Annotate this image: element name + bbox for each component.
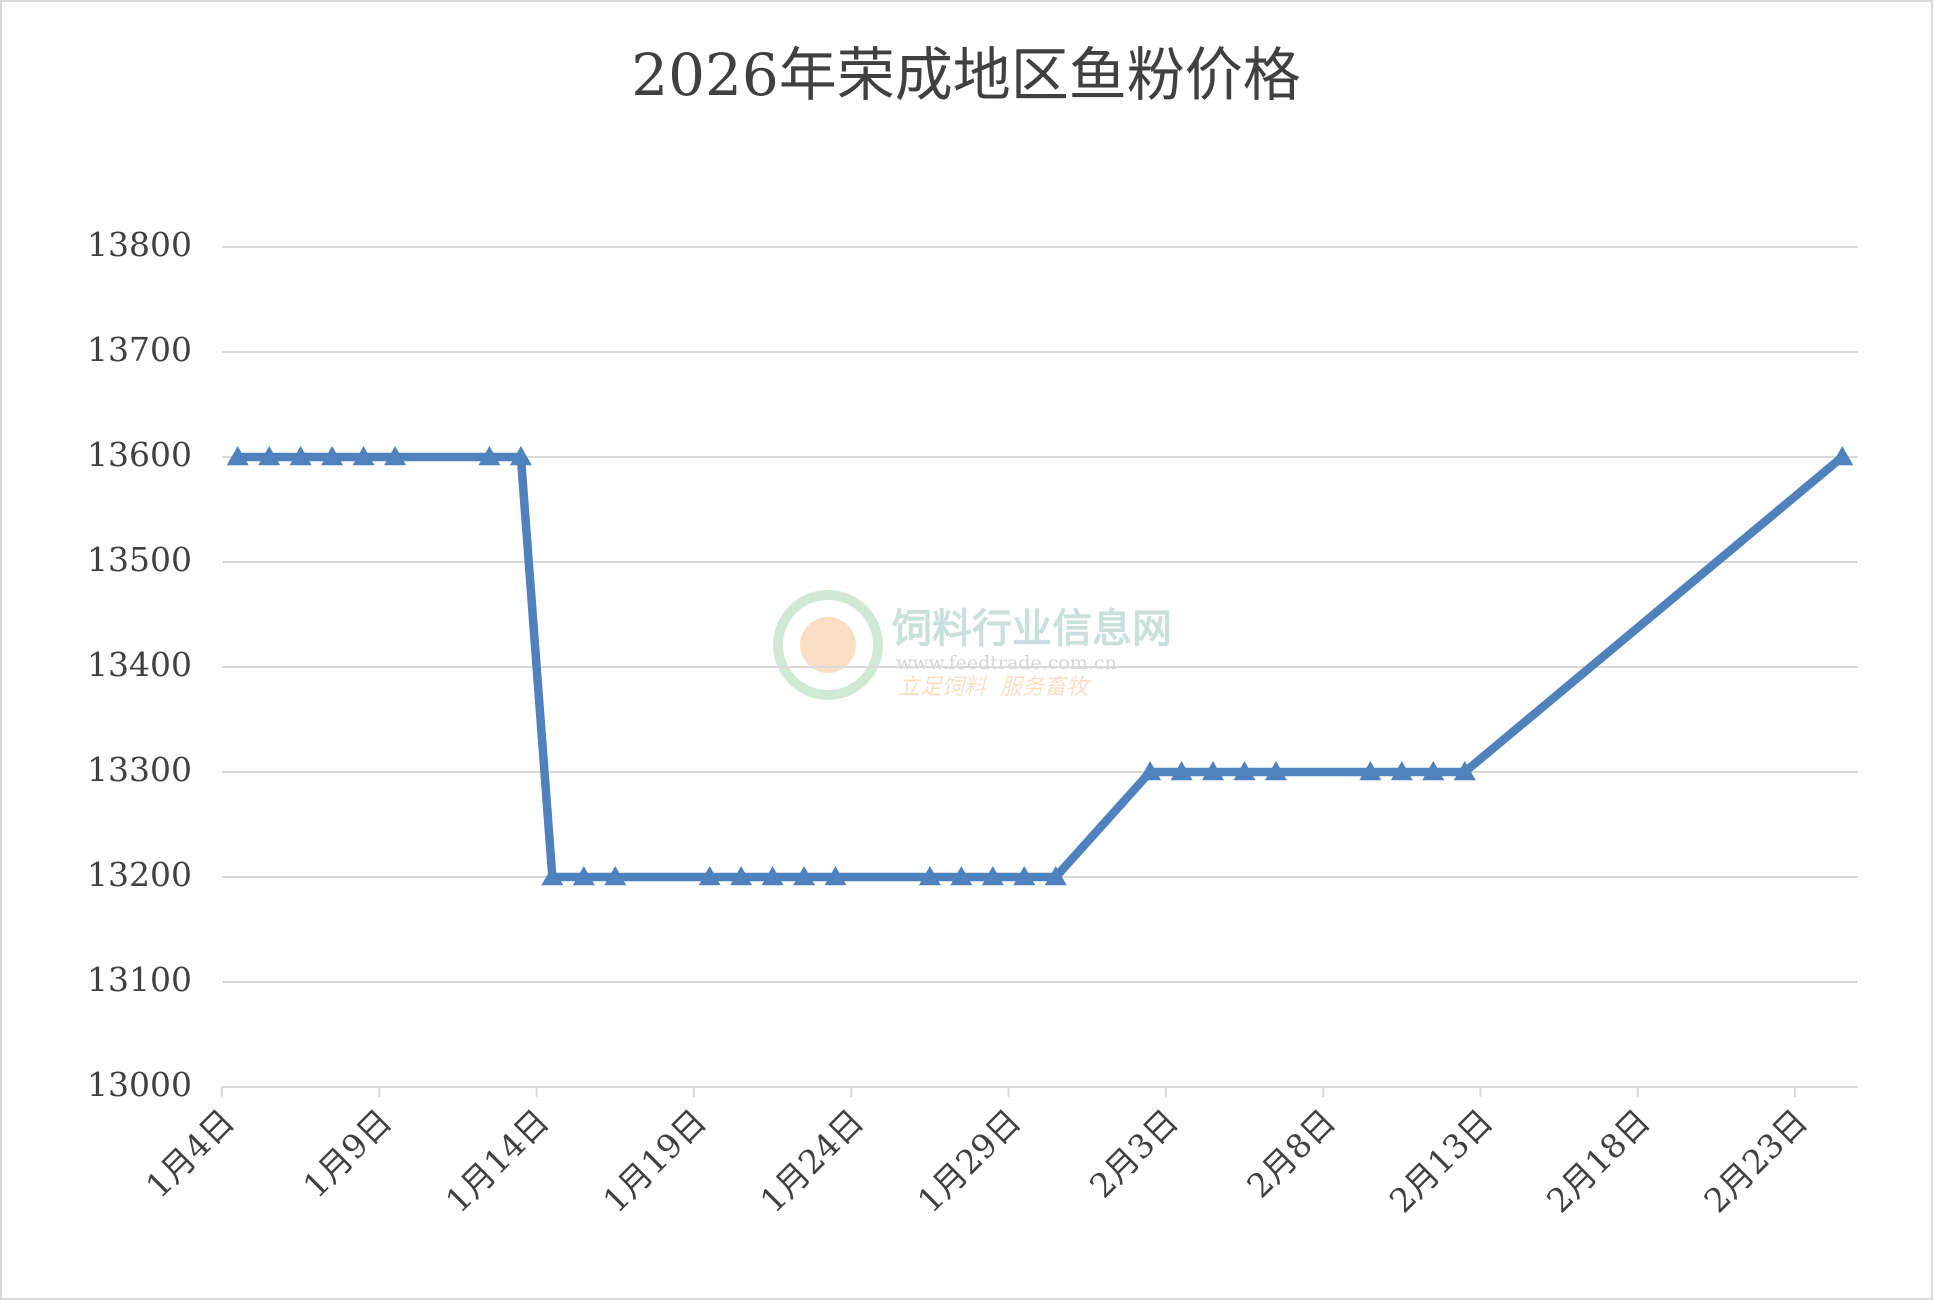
marker [258,446,281,466]
watermark-name: 饲料行业信息网 [892,605,1172,652]
watermark-logo [773,590,883,700]
marker [981,866,1004,886]
marker [572,866,595,886]
marker [509,446,532,466]
y-tick-label: 13400 [87,645,192,684]
marker [1264,761,1287,781]
y-tick-label: 13200 [87,855,192,894]
marker [226,446,249,466]
marker [1359,761,1382,781]
marker [352,446,375,466]
y-tick-label: 13000 [87,1065,192,1104]
marker [604,866,627,886]
watermark-slogan: 立足饲料 服务畜牧 [898,675,1091,700]
y-tick-label: 13300 [87,750,192,789]
watermark-url: www.feedtrade.com.cn [896,652,1117,674]
y-tick-label: 13800 [87,225,192,264]
y-tick-label: 13500 [87,540,192,579]
marker [1390,761,1413,781]
marker [918,866,941,886]
watermark: 饲料行业信息网 www.feedtrade.com.cn 立足饲料 服务畜牧 [773,590,1172,700]
marker [1202,761,1225,781]
chart-title: 2026年荣成地区鱼粉价格 [631,41,1301,109]
watermark-logo [800,617,856,673]
marker [478,446,501,466]
y-tick-label: 13600 [87,435,192,474]
marker [730,866,753,886]
marker [698,866,721,886]
marker [541,866,564,886]
marker [1422,761,1445,781]
marker [289,446,312,466]
marker [1139,761,1162,781]
marker [1233,761,1256,781]
marker [950,866,973,886]
marker [793,866,816,886]
marker [1013,866,1036,886]
marker [1453,761,1476,781]
y-tick-label: 13100 [87,960,192,999]
y-tick-label: 13700 [87,330,192,369]
marker [761,866,784,886]
marker [321,446,344,466]
marker [1831,446,1854,466]
marker [1044,866,1067,886]
marker [824,866,847,886]
marker [384,446,407,466]
marker [1170,761,1193,781]
